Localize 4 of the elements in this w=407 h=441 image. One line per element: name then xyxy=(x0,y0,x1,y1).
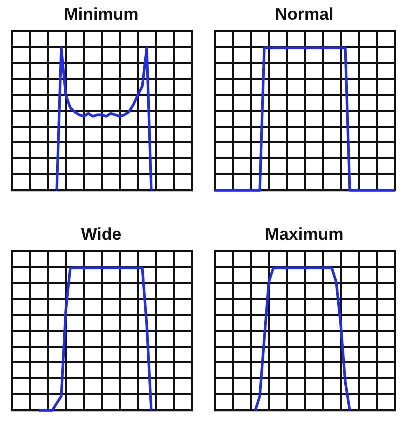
chart-title: Normal xyxy=(275,4,334,26)
chart-title: Maximum xyxy=(265,224,344,246)
chart-title: Minimum xyxy=(64,4,139,26)
chart-title: Wide xyxy=(81,224,122,246)
